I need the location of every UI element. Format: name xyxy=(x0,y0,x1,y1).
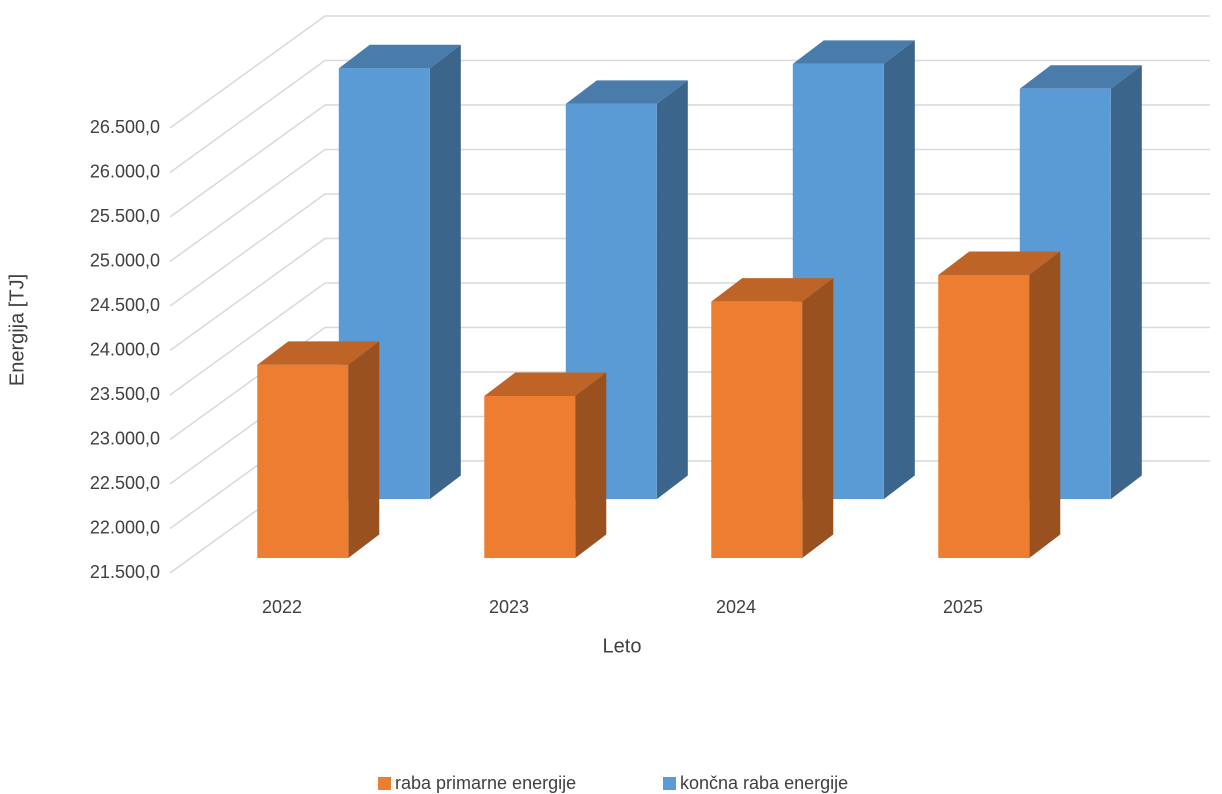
y-tick-label: 26.000,0 xyxy=(90,161,160,181)
bar-top xyxy=(338,44,461,69)
bar-side xyxy=(883,40,915,500)
grid-line xyxy=(169,237,1210,352)
legend-label: raba primarne energije xyxy=(395,773,576,793)
grid-line xyxy=(169,326,1210,441)
x-tick-label: 2024 xyxy=(716,597,756,617)
bar-side xyxy=(802,278,834,558)
y-tick-label: 23.500,0 xyxy=(90,384,160,404)
x-tick-label: 2023 xyxy=(489,597,529,617)
bar-top xyxy=(257,341,380,365)
y-tick-label: 25.000,0 xyxy=(90,250,160,270)
y-tick-label: 22.500,0 xyxy=(90,473,160,493)
x-axis-title: Leto xyxy=(603,635,642,657)
bar-side xyxy=(348,341,380,558)
bar-top xyxy=(792,40,915,64)
x-tick-label: 2025 xyxy=(943,597,983,617)
grid-line xyxy=(169,59,1210,174)
bar xyxy=(711,301,803,558)
grid-line xyxy=(169,282,1210,396)
bar-side xyxy=(1029,251,1061,558)
legend-swatch xyxy=(378,777,391,790)
grid-line xyxy=(169,148,1210,263)
bar-top xyxy=(1019,65,1142,89)
bar-top xyxy=(565,80,688,104)
bar xyxy=(484,396,576,558)
bar-top xyxy=(938,251,1061,275)
grid-line xyxy=(169,15,1210,129)
bar xyxy=(938,274,1030,558)
bar xyxy=(257,364,349,558)
x-tick-label: 2022 xyxy=(262,597,302,617)
bar-side xyxy=(1110,65,1142,500)
y-axis-title: Energija [TJ] xyxy=(6,274,28,386)
y-tick-label: 23.000,0 xyxy=(90,428,160,448)
y-tick-label: 22.000,0 xyxy=(90,517,160,537)
y-tick-label: 26.500,0 xyxy=(90,117,160,137)
grid-line xyxy=(169,193,1210,307)
y-tick-label: 25.500,0 xyxy=(90,206,160,226)
y-tick-label: 24.000,0 xyxy=(90,339,160,359)
grid-line xyxy=(169,104,1210,218)
bar-side xyxy=(575,372,607,558)
y-tick-label: 21.500,0 xyxy=(90,562,160,582)
bar-side xyxy=(656,80,688,500)
legend-label: končna raba energije xyxy=(680,773,848,793)
bar-side xyxy=(429,44,461,500)
legend-swatch xyxy=(663,777,676,790)
bar-top xyxy=(711,278,834,302)
bar-top xyxy=(484,372,607,397)
y-tick-label: 24.500,0 xyxy=(90,295,160,315)
